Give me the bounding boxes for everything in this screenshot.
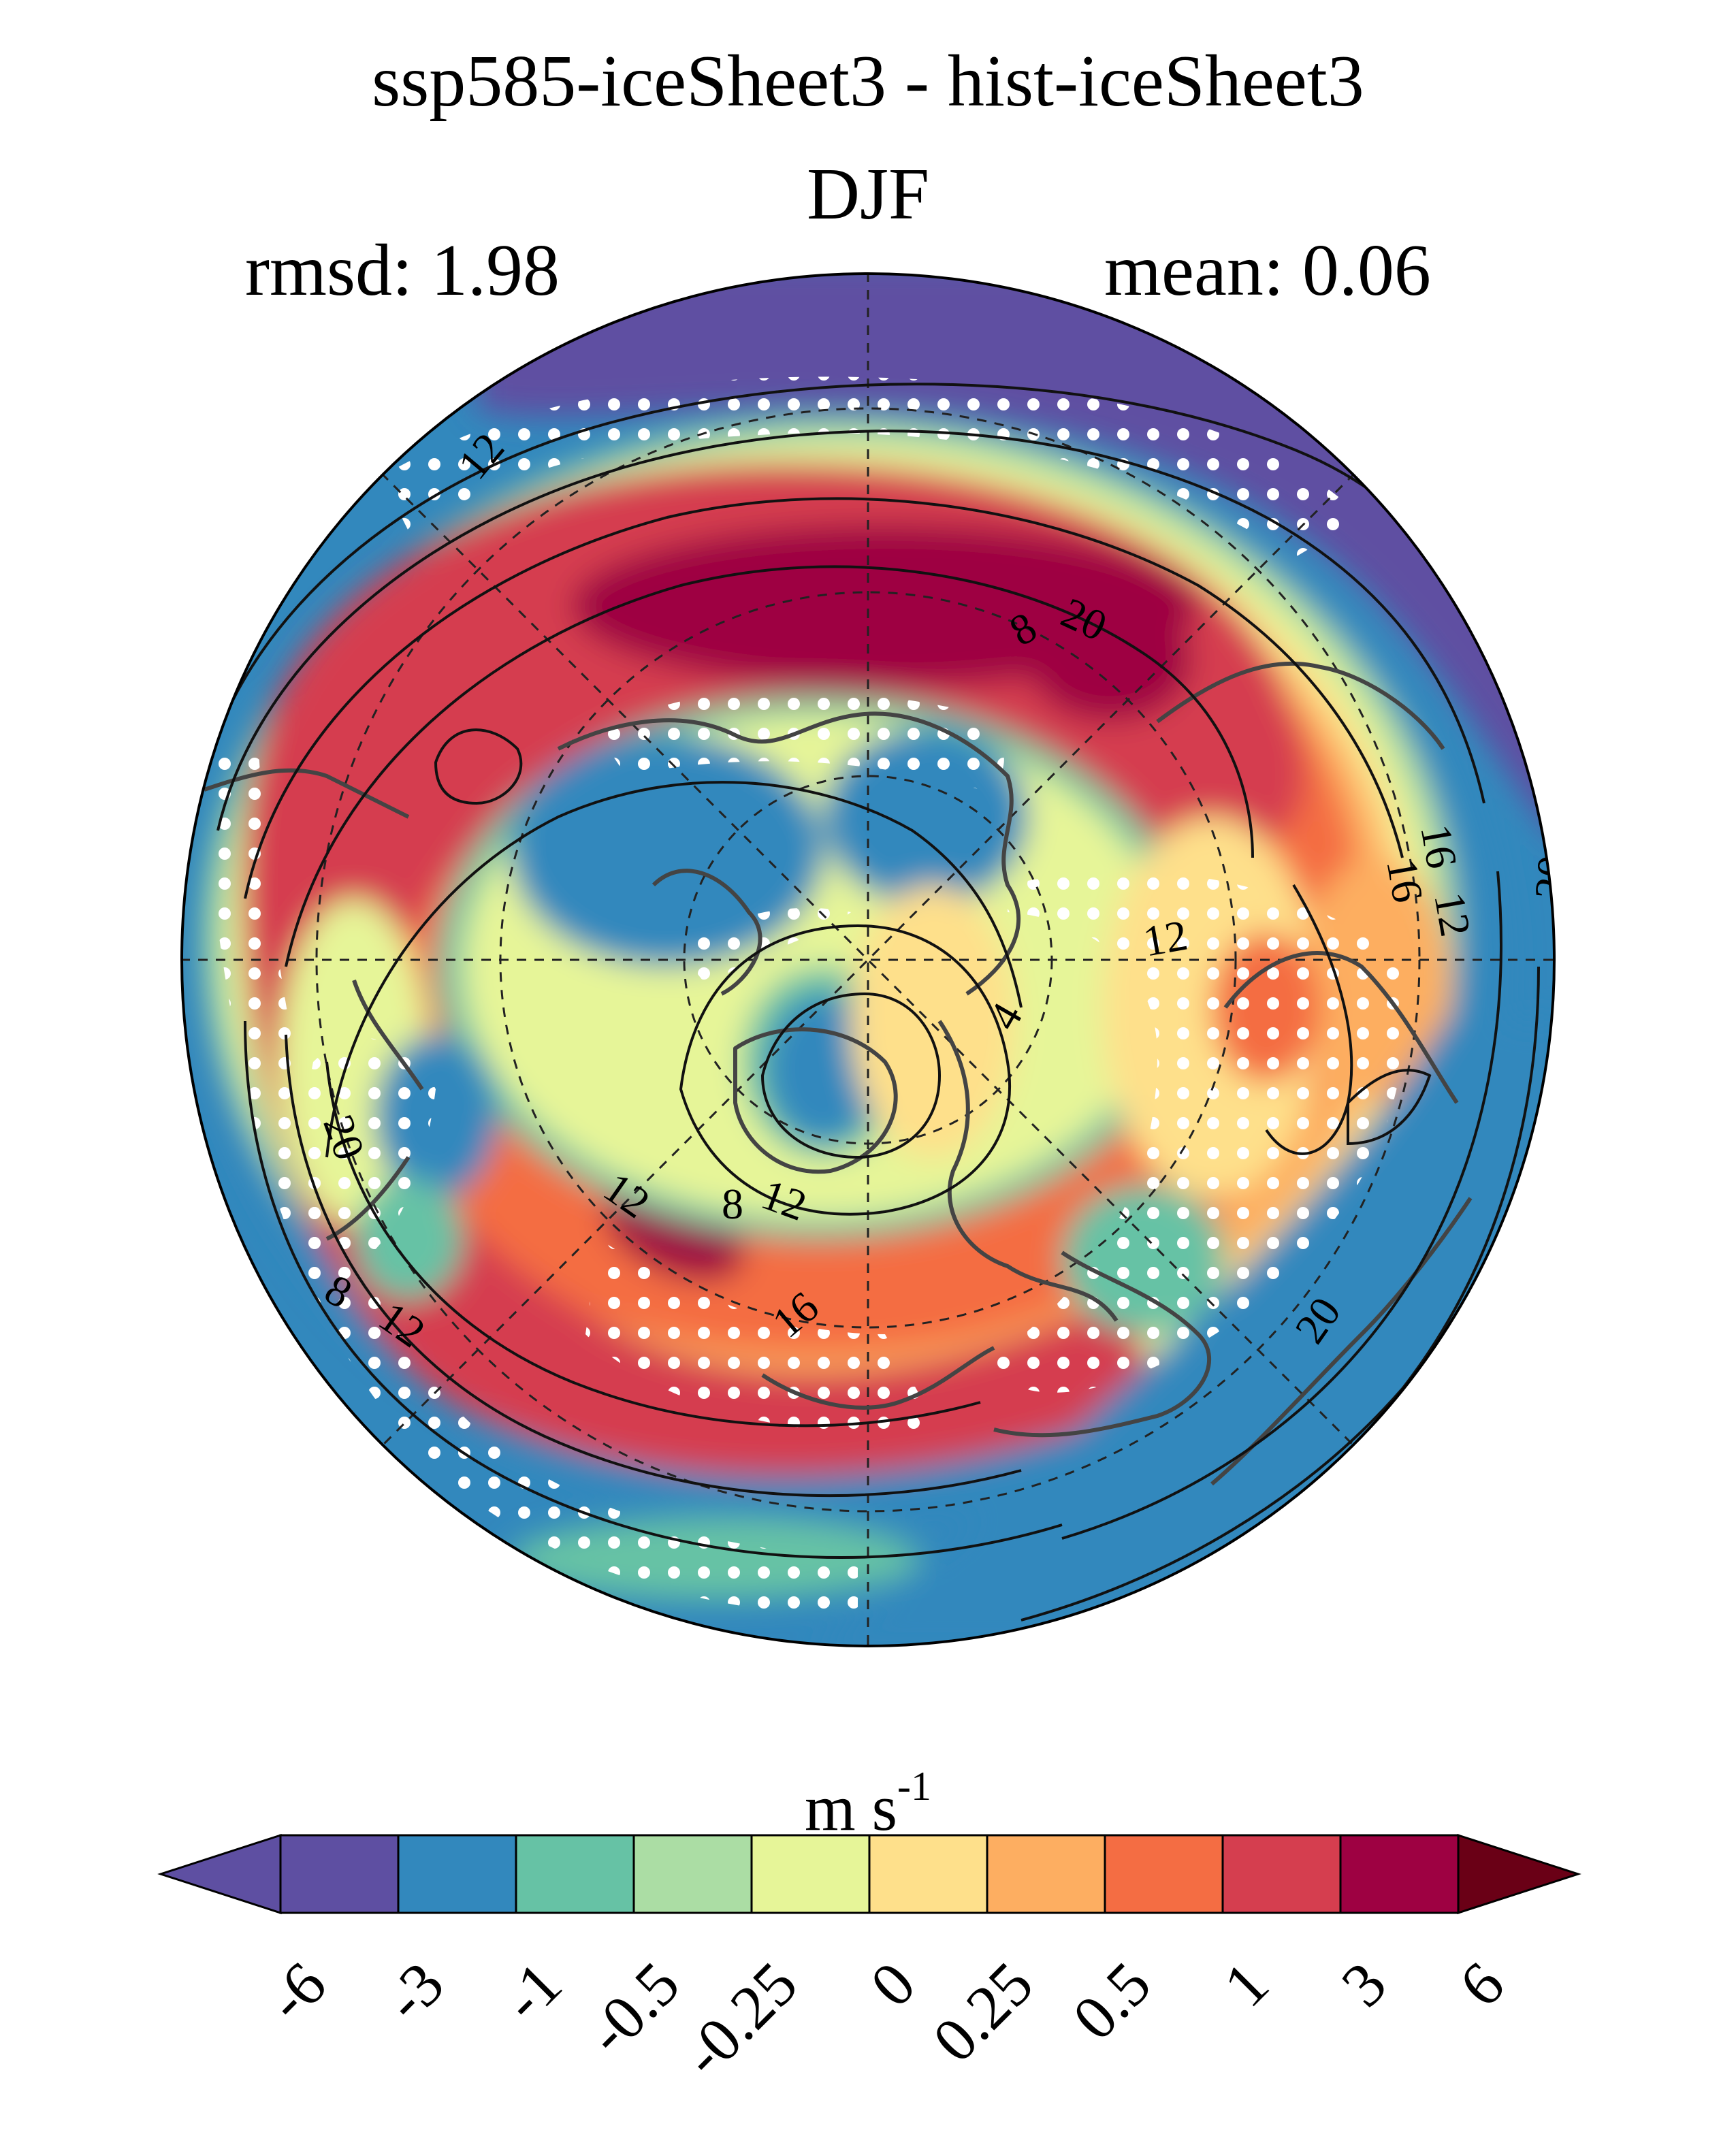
contour-label: 12 (1140, 911, 1191, 966)
map-boundary (180, 272, 1556, 1647)
colorbar-swatch (986, 1834, 1106, 1914)
colorbar-tick-label: -6 (253, 1948, 340, 2035)
colorbar-tick-label: -0.5 (573, 1948, 693, 2068)
colorbar-under-arrow (157, 1833, 282, 1915)
map-field: 12 20 8 16 12 20 16 12 12 4 20 12 8 20 8… (182, 274, 1554, 1646)
colorbar-swatch (515, 1834, 635, 1914)
colorbar-units: m s-1 (804, 1764, 931, 1844)
colorbar-swatch (750, 1834, 871, 1914)
colorbar-over-arrow (1457, 1833, 1581, 1915)
colorbar-tick-label: -3 (370, 1948, 457, 2035)
colorbar-swatch (868, 1834, 988, 1914)
colorbar-swatch (1339, 1834, 1460, 1914)
colorbar-tick-label: 0.5 (1059, 1948, 1164, 2053)
colorbar-swatch (397, 1834, 517, 1914)
colorbar-tick-label: 0.25 (919, 1948, 1046, 2076)
colorbar-swatch (632, 1834, 753, 1914)
colorbar-swatch (1221, 1834, 1342, 1914)
contour-label: 8 (722, 1180, 743, 1228)
graticule (182, 274, 1554, 1646)
colorbar-tick-label: 6 (1445, 1948, 1517, 2020)
figure-title: ssp585-iceSheet3 - hist-iceSheet3 (372, 41, 1364, 122)
season-label: DJF (806, 154, 930, 235)
polar-map: 12 20 8 16 12 20 16 12 12 4 20 12 8 20 8… (180, 272, 1556, 1647)
colorbar-tick-label: -1 (488, 1948, 575, 2035)
contour-label: 16 (1411, 821, 1466, 872)
contour-label: 12 (1425, 889, 1480, 940)
rmsd-label: rmsd: 1.98 (245, 230, 560, 311)
contours (203, 383, 1540, 1621)
colorbar-swatch (279, 1834, 400, 1914)
colorbar-tick-label: -0.25 (669, 1948, 811, 2091)
mean-label: mean: 0.06 (1104, 230, 1431, 311)
colorbar-tick-label: 3 (1328, 1948, 1400, 2020)
colorbar-tick-label: 1 (1210, 1948, 1282, 2020)
contour-label: 16 (1377, 855, 1432, 906)
colorbar-swatch (1104, 1834, 1224, 1914)
colorbar-tick-label: 0 (856, 1948, 929, 2020)
colorbar (157, 1833, 1581, 1915)
